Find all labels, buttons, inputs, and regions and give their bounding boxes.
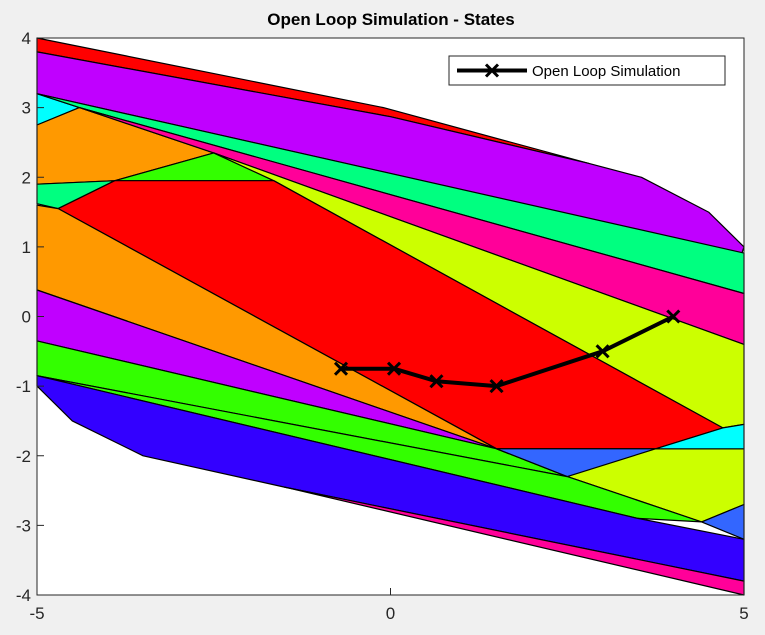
legend-marker-x-icon xyxy=(484,63,500,78)
y-tick-label: 3 xyxy=(22,99,31,118)
series-point-marker xyxy=(666,309,681,324)
legend-entry-label: Open Loop Simulation xyxy=(532,63,680,80)
series-layer xyxy=(333,309,681,394)
x-tick-label: -5 xyxy=(29,604,44,623)
y-tick-label: -1 xyxy=(16,377,31,396)
y-tick-label: 4 xyxy=(22,29,31,48)
axis-ticks: -5 0 5 4 3 2 1 0 -1 -2 -3 -4 xyxy=(16,29,749,623)
chart-title: Open Loop Simulation - States xyxy=(267,10,514,29)
series-point-marker xyxy=(429,374,444,389)
legend: Open Loop Simulation xyxy=(448,55,726,86)
y-tick-label: -3 xyxy=(16,516,31,535)
y-tick-label: -2 xyxy=(16,447,31,466)
y-tick-label: 1 xyxy=(22,238,31,257)
series-point-marker xyxy=(333,361,349,376)
series-point-marker xyxy=(489,379,504,394)
region-layer xyxy=(36,37,745,596)
series-point-marker xyxy=(386,361,402,376)
y-tick-label: 2 xyxy=(22,168,31,187)
region-polygon-14 xyxy=(496,448,657,478)
x-tick-label: 0 xyxy=(386,604,395,623)
y-tick-label: 0 xyxy=(22,308,31,327)
x-tick-label: 5 xyxy=(739,604,748,623)
series-point-marker xyxy=(595,344,610,359)
series-line-0 xyxy=(341,314,675,389)
y-tick-label: -4 xyxy=(16,586,31,605)
